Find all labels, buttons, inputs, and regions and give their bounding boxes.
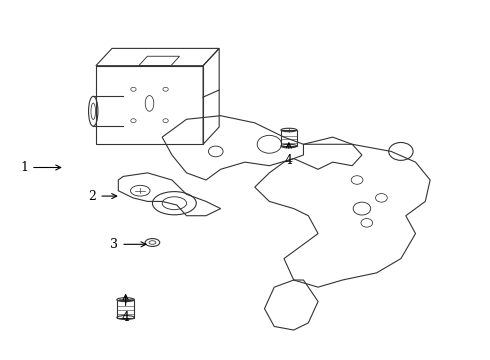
Text: 1: 1 xyxy=(20,161,61,174)
Text: 4: 4 xyxy=(285,143,293,167)
Text: 2: 2 xyxy=(89,190,117,203)
Text: 4: 4 xyxy=(122,295,130,324)
Text: 3: 3 xyxy=(110,238,146,251)
